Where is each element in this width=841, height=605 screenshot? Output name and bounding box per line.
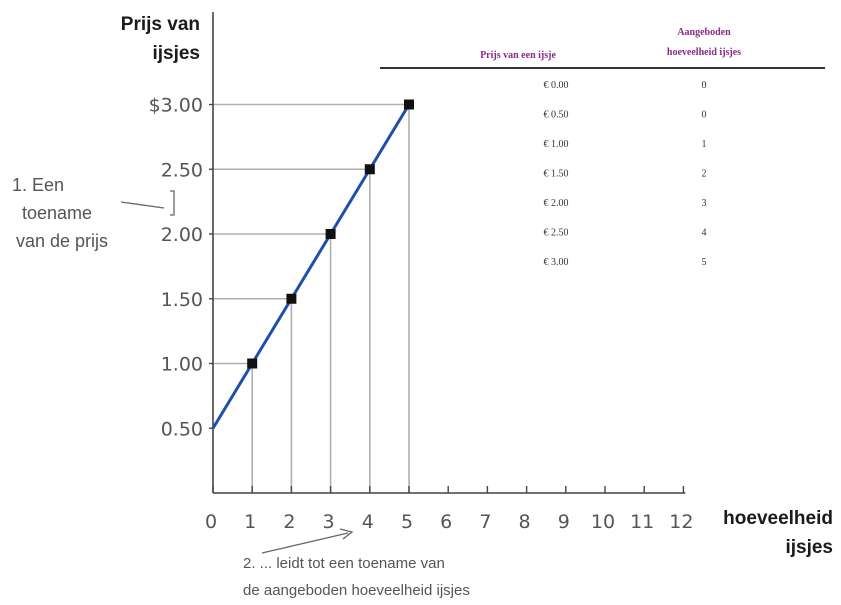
x-tick-label: 6 [440,511,452,533]
annotation-price-increase: toename [22,203,92,223]
y-tick-label: 0.50 [161,418,203,440]
annotation-price-increase: 1. Een [12,175,64,195]
x-tick-label: 1 [244,511,256,533]
x-tick-label: 12 [669,511,693,533]
data-point [364,164,375,175]
x-tick-label: 8 [519,511,531,533]
y-tick-label: $3.00 [149,95,203,117]
annotation-pointer [120,201,165,209]
x-tick-label: 7 [479,511,491,533]
table-cell-price: € 2.50 [544,228,569,239]
x-axis-title: ijsjes [785,537,833,558]
annotation-price-increase: van de prijs [16,231,108,251]
table-cell-price: € 1.00 [544,139,569,150]
table-cell-price: € 0.00 [544,80,569,91]
annotation-arrowhead [339,528,354,540]
x-tick-label: 0 [205,511,217,533]
annotation-quantity-increase: de aangeboden hoeveelheid ijsjes [243,582,470,599]
table-cell-quantity: 1 [702,139,707,150]
x-axis-title: hoeveelheid [723,508,833,529]
table-header: Prijs van een ijsje [480,50,556,61]
table-header: Aangeboden [677,27,731,38]
table-cell-price: € 0.50 [544,110,569,121]
annotation-quantity-increase: 2. ... leidt tot een toename van [243,555,445,572]
data-point [286,293,297,304]
y-tick-label: 1.50 [161,289,203,311]
x-tick-label: 11 [630,511,654,533]
supply-line [211,103,411,430]
y-axis-title: ijsjes [152,43,200,64]
y-tick-label: 2.00 [161,224,203,246]
table-cell-quantity: 0 [702,80,707,91]
table-header: hoeveelheid ijsjes [667,47,741,58]
table-cell-quantity: 4 [702,228,707,239]
y-tick-label: 2.50 [161,159,203,181]
table-cell-quantity: 3 [702,198,707,209]
table-cell-price: € 3.00 [544,257,569,268]
y-axis-title: Prijs van [121,14,200,35]
x-tick-label: 5 [401,511,413,533]
x-tick-label: 10 [591,511,615,533]
annotation-pointer [261,532,349,554]
data-point [404,99,414,110]
x-tick-label: 4 [362,511,374,533]
table-cell-price: € 2.00 [544,198,569,209]
data-point [247,358,258,369]
table-cell-quantity: 5 [702,257,707,268]
data-point [325,229,336,239]
x-tick-label: 3 [323,511,335,533]
y-tick-label: 1.00 [161,354,203,376]
table-cell-price: € 1.50 [544,169,569,180]
x-tick-label: 2 [283,511,295,533]
table-cell-quantity: 2 [702,169,707,180]
annotation-bracket [170,190,175,216]
table-cell-quantity: 0 [702,110,707,121]
x-tick-label: 9 [558,511,570,533]
